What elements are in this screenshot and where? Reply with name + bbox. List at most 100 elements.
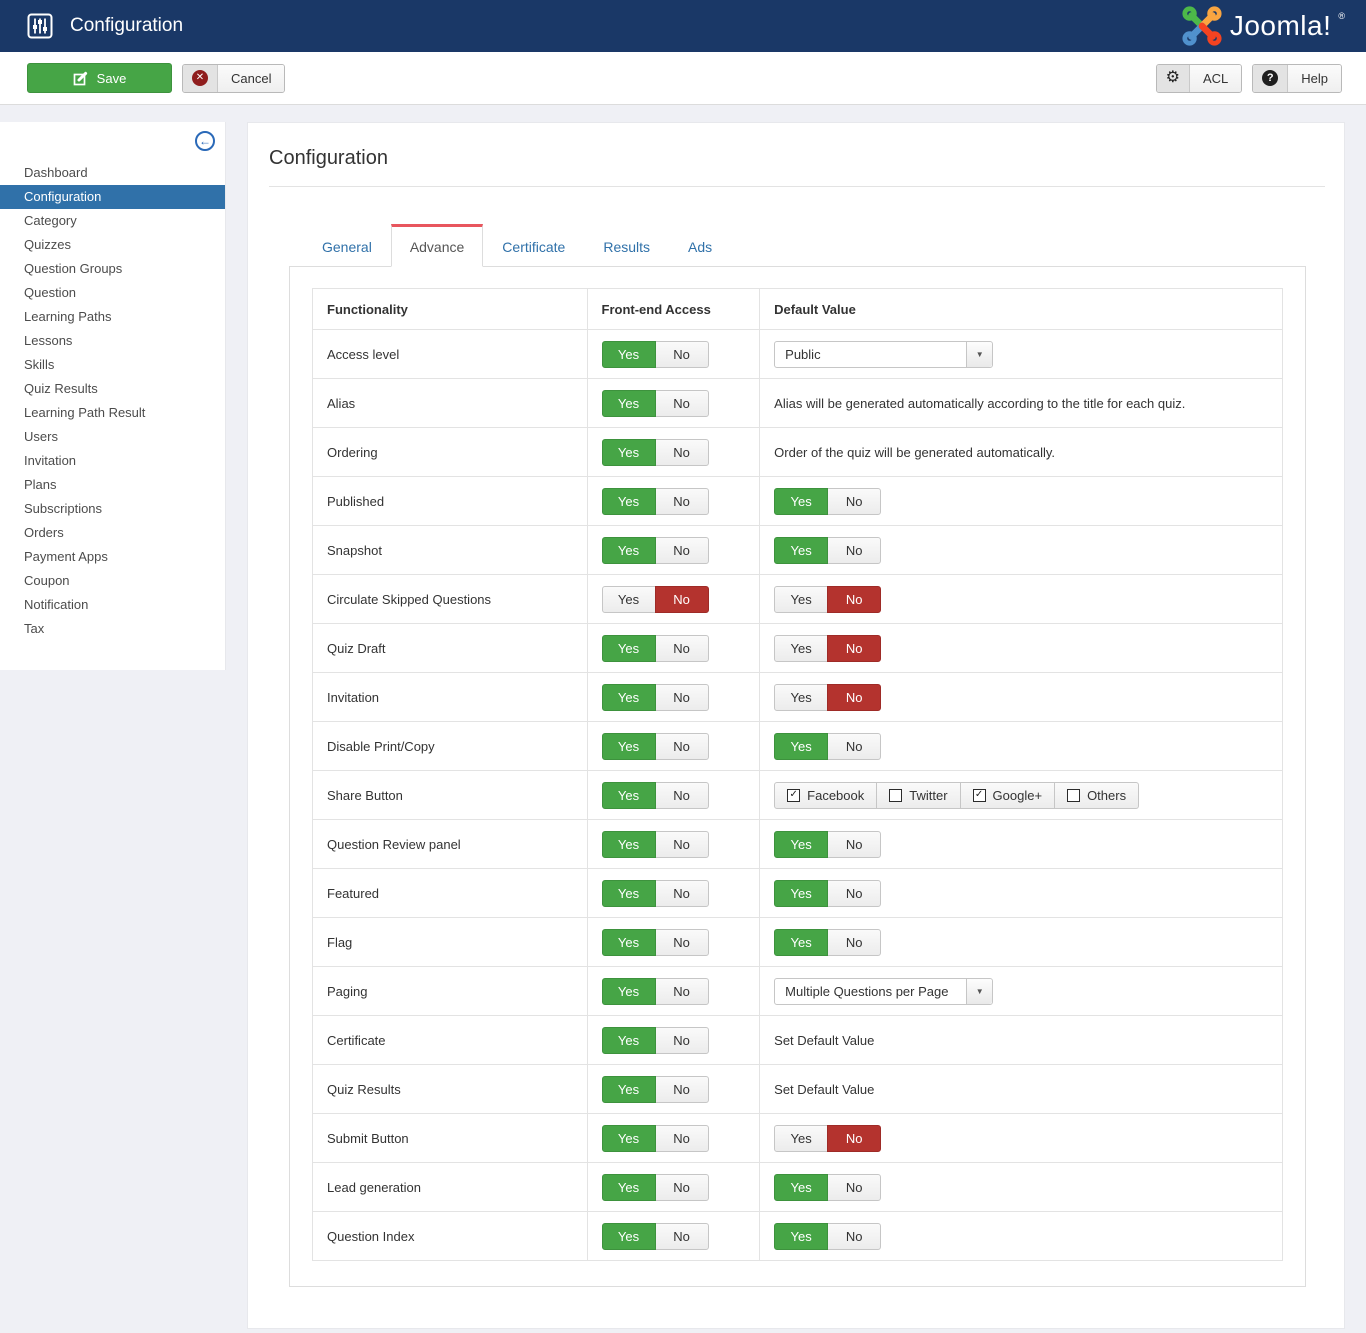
no-option[interactable]: No [827, 1125, 881, 1152]
share-facebook-checkbox[interactable]: Facebook [774, 782, 877, 809]
no-option[interactable]: No [655, 586, 709, 613]
frontend-access-toggle[interactable]: YesNo [602, 537, 709, 564]
save-button[interactable]: Save [27, 63, 172, 93]
frontend-access-toggle[interactable]: YesNo [602, 1076, 709, 1103]
sidebar-item-subscriptions[interactable]: Subscriptions [0, 497, 225, 521]
no-option[interactable]: No [655, 390, 709, 417]
yes-option[interactable]: Yes [602, 635, 656, 662]
yes-option[interactable]: Yes [774, 1223, 828, 1250]
yes-option[interactable]: Yes [774, 684, 828, 711]
frontend-access-toggle[interactable]: YesNo [602, 978, 709, 1005]
yes-option[interactable]: Yes [602, 341, 656, 368]
frontend-access-toggle[interactable]: YesNo [602, 635, 709, 662]
no-option[interactable]: No [655, 733, 709, 760]
sidebar-item-orders[interactable]: Orders [0, 521, 225, 545]
frontend-access-toggle[interactable]: YesNo [602, 586, 709, 613]
sidebar-item-plans[interactable]: Plans [0, 473, 225, 497]
set-default-value-link[interactable]: Set Default Value [774, 1033, 874, 1048]
sidebar-item-configuration[interactable]: Configuration [0, 185, 225, 209]
default-value-toggle[interactable]: YesNo [774, 537, 881, 564]
yes-option[interactable]: Yes [774, 880, 828, 907]
default-value-toggle[interactable]: YesNo [774, 929, 881, 956]
sidebar-item-learning-paths[interactable]: Learning Paths [0, 305, 225, 329]
sidebar-item-learning-path-result[interactable]: Learning Path Result [0, 401, 225, 425]
sidebar-item-payment-apps[interactable]: Payment Apps [0, 545, 225, 569]
frontend-access-toggle[interactable]: YesNo [602, 929, 709, 956]
no-option[interactable]: No [655, 1174, 709, 1201]
no-option[interactable]: No [655, 1125, 709, 1152]
yes-option[interactable]: Yes [602, 1027, 656, 1054]
tab-results[interactable]: Results [584, 224, 669, 267]
sidebar-collapse-icon[interactable]: ← [195, 131, 215, 151]
yes-option[interactable]: Yes [774, 831, 828, 858]
no-option[interactable]: No [655, 488, 709, 515]
help-button[interactable]: ? Help [1252, 64, 1342, 93]
share-google-checkbox[interactable]: Google+ [960, 782, 1056, 809]
no-option[interactable]: No [655, 1027, 709, 1054]
sidebar-item-coupon[interactable]: Coupon [0, 569, 225, 593]
frontend-access-toggle[interactable]: YesNo [602, 684, 709, 711]
share-twitter-checkbox[interactable]: Twitter [876, 782, 960, 809]
frontend-access-toggle[interactable]: YesNo [602, 488, 709, 515]
frontend-access-toggle[interactable]: YesNo [602, 782, 709, 809]
set-default-value-link[interactable]: Set Default Value [774, 1082, 874, 1097]
frontend-access-toggle[interactable]: YesNo [602, 880, 709, 907]
frontend-access-toggle[interactable]: YesNo [602, 1174, 709, 1201]
default-value-toggle[interactable]: YesNo [774, 1125, 881, 1152]
yes-option[interactable]: Yes [602, 439, 656, 466]
default-value-toggle[interactable]: YesNo [774, 831, 881, 858]
yes-option[interactable]: Yes [602, 733, 656, 760]
default-value-toggle[interactable]: YesNo [774, 684, 881, 711]
yes-option[interactable]: Yes [602, 831, 656, 858]
sidebar-item-quizzes[interactable]: Quizzes [0, 233, 225, 257]
tab-advance[interactable]: Advance [391, 224, 483, 267]
default-value-toggle[interactable]: YesNo [774, 1223, 881, 1250]
tab-general[interactable]: General [303, 224, 391, 267]
no-option[interactable]: No [655, 684, 709, 711]
sidebar-item-category[interactable]: Category [0, 209, 225, 233]
frontend-access-toggle[interactable]: YesNo [602, 1125, 709, 1152]
default-value-toggle[interactable]: YesNo [774, 635, 881, 662]
yes-option[interactable]: Yes [774, 733, 828, 760]
tab-certificate[interactable]: Certificate [483, 224, 584, 267]
frontend-access-toggle[interactable]: YesNo [602, 439, 709, 466]
no-option[interactable]: No [655, 537, 709, 564]
no-option[interactable]: No [655, 929, 709, 956]
no-option[interactable]: No [827, 831, 881, 858]
no-option[interactable]: No [655, 1223, 709, 1250]
yes-option[interactable]: Yes [602, 1174, 656, 1201]
yes-option[interactable]: Yes [774, 1174, 828, 1201]
sidebar-item-dashboard[interactable]: Dashboard [0, 161, 225, 185]
cancel-button[interactable]: ✕ Cancel [182, 64, 285, 93]
sidebar-item-skills[interactable]: Skills [0, 353, 225, 377]
default-value-toggle[interactable]: YesNo [774, 733, 881, 760]
yes-option[interactable]: Yes [602, 684, 656, 711]
yes-option[interactable]: Yes [602, 929, 656, 956]
yes-option[interactable]: Yes [774, 635, 828, 662]
sidebar-item-lessons[interactable]: Lessons [0, 329, 225, 353]
yes-option[interactable]: Yes [774, 929, 828, 956]
default-value-toggle[interactable]: YesNo [774, 1174, 881, 1201]
frontend-access-toggle[interactable]: YesNo [602, 1027, 709, 1054]
no-option[interactable]: No [655, 978, 709, 1005]
no-option[interactable]: No [655, 831, 709, 858]
sidebar-item-quiz-results[interactable]: Quiz Results [0, 377, 225, 401]
acl-button[interactable]: ⚙ ACL [1156, 64, 1243, 93]
yes-option[interactable]: Yes [602, 586, 656, 613]
sidebar-item-tax[interactable]: Tax [0, 617, 225, 641]
yes-option[interactable]: Yes [774, 488, 828, 515]
yes-option[interactable]: Yes [602, 390, 656, 417]
yes-option[interactable]: Yes [774, 1125, 828, 1152]
yes-option[interactable]: Yes [774, 586, 828, 613]
no-option[interactable]: No [827, 733, 881, 760]
frontend-access-toggle[interactable]: YesNo [602, 390, 709, 417]
default-value-toggle[interactable]: YesNo [774, 880, 881, 907]
sidebar-item-notification[interactable]: Notification [0, 593, 225, 617]
no-option[interactable]: No [655, 635, 709, 662]
yes-option[interactable]: Yes [602, 880, 656, 907]
frontend-access-toggle[interactable]: YesNo [602, 831, 709, 858]
sidebar-item-question[interactable]: Question [0, 281, 225, 305]
no-option[interactable]: No [827, 880, 881, 907]
no-option[interactable]: No [827, 684, 881, 711]
no-option[interactable]: No [827, 1223, 881, 1250]
